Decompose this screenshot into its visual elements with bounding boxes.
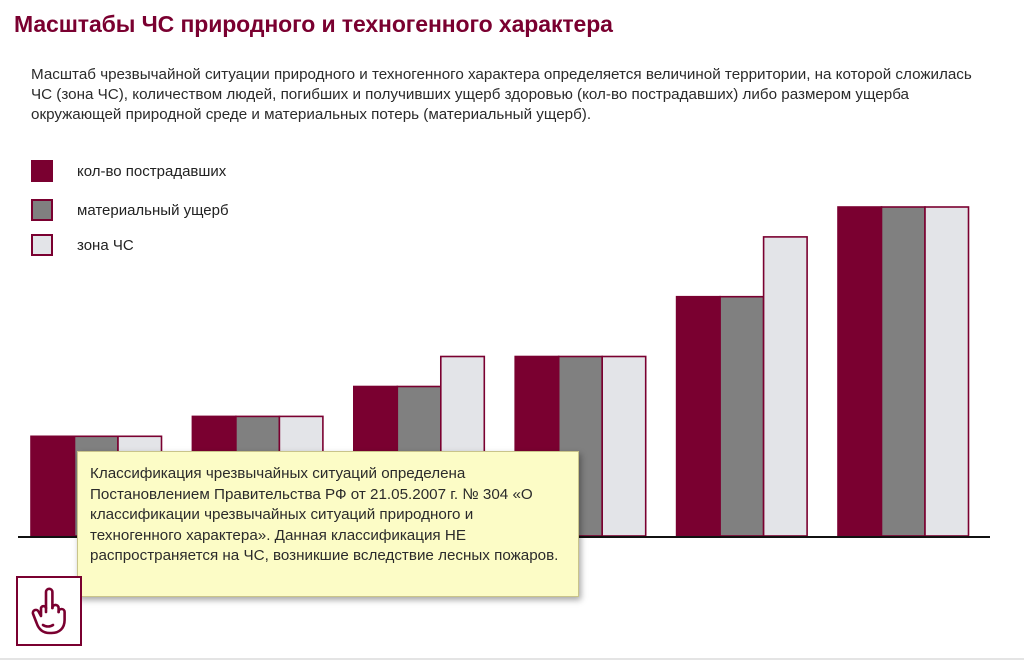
bar-victims-1: [30, 435, 76, 537]
legend-label-zone: зона ЧС: [77, 236, 134, 254]
legend-item-damage: материальный ущерб: [31, 197, 229, 223]
pointing-finger-icon: [31, 587, 66, 635]
legend-label-damage: материальный ущерб: [77, 201, 229, 219]
bar-victims-5: [675, 295, 721, 537]
legend-label-victims: кол-во пострадавших: [77, 162, 227, 180]
bar-damage-5: [719, 295, 765, 537]
page-title: Масштабы ЧС природного и техногенного ха…: [14, 11, 613, 37]
classification-note: Классификация чрезвычайных ситуаций опре…: [77, 451, 579, 597]
bar-zone-5: [762, 236, 808, 537]
bar-victims-6: [837, 206, 883, 537]
legend-swatch-zone: [31, 234, 53, 256]
bar-zone-4: [601, 355, 647, 537]
intro-text: Масштаб чрезвычайной ситуации природного…: [31, 66, 972, 123]
hint-box: [16, 576, 82, 646]
legend-swatch-damage: [31, 199, 53, 221]
legend-item-zone: зона ЧС: [31, 232, 134, 258]
bar-damage-6: [880, 206, 926, 537]
bar-zone-6: [924, 206, 970, 537]
legend-item-victims: кол-во пострадавших: [31, 158, 226, 184]
bottom-divider: [0, 658, 1024, 660]
legend-swatch-victims: [31, 160, 53, 182]
